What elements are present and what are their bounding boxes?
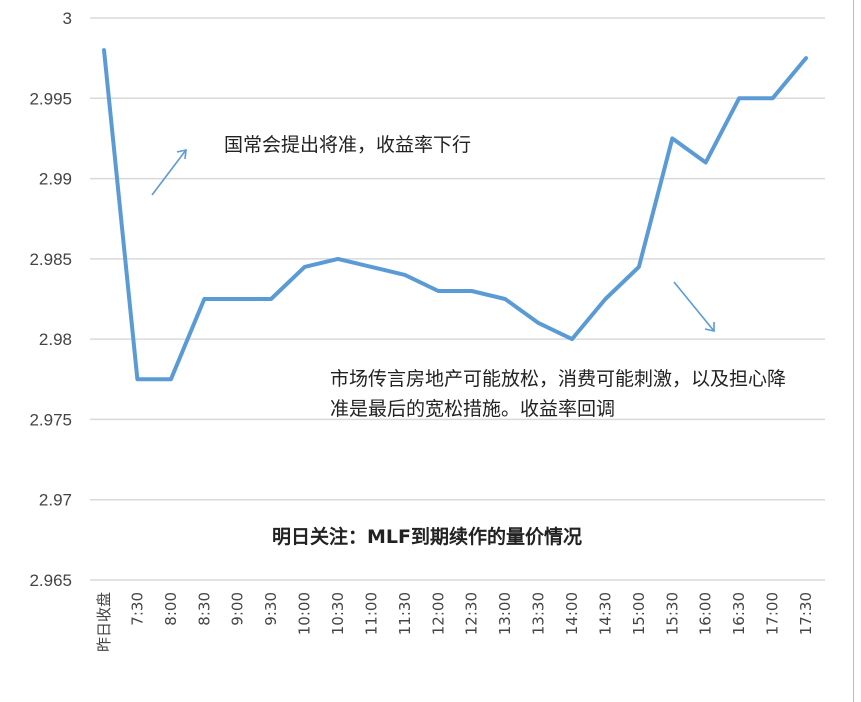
y-tick-label: 2.965	[29, 571, 72, 590]
x-tick-label: 14:30	[596, 592, 614, 635]
y-tick-label: 2.97	[39, 491, 72, 510]
rise-annotation: 国常会提出将准，收益率下行	[224, 134, 472, 156]
x-tick-label: 11:30	[396, 592, 414, 635]
x-tick-label: 10:30	[329, 592, 347, 635]
chart-border	[853, 0, 854, 702]
up-arrow-icon	[151, 149, 187, 196]
x-tick-label: 7:30	[128, 592, 146, 626]
x-tick-label: 昨日收盘	[95, 592, 113, 652]
down-arrow-head	[704, 322, 715, 332]
gridlines	[90, 17, 825, 581]
up-arrow-head	[176, 148, 187, 160]
x-tick-label: 9:00	[229, 592, 247, 626]
x-tick-label: 14:00	[563, 592, 581, 635]
x-tick-label: 13:00	[496, 592, 514, 635]
fall-annotation: 市场传言房地产可能放松，消费可能刺激，以及担心降准是最后的宽松措施。收益率回调	[330, 368, 787, 420]
x-tick-label: 12:30	[463, 592, 481, 635]
y-axis-ticks: 2.965 2.97 2.975 2.98 2.985 2.99 2.995 3	[29, 9, 72, 590]
x-tick-label: 15:30	[663, 592, 681, 635]
x-tick-label: 11:00	[362, 592, 380, 635]
series-line	[102, 48, 808, 382]
x-tick-label: 15:00	[630, 592, 648, 635]
annotation-arrows	[151, 148, 715, 332]
x-tick-label: 8:30	[195, 592, 213, 626]
y-tick-label: 3	[63, 9, 72, 28]
y-tick-label: 2.995	[29, 89, 72, 108]
y-tick-label: 2.985	[29, 250, 72, 269]
x-tick-label: 17:00	[764, 592, 782, 635]
x-tick-label: 17:30	[797, 592, 815, 635]
x-tick-label: 9:30	[262, 592, 280, 626]
x-tick-label: 16:00	[697, 592, 715, 635]
down-arrow-icon	[673, 281, 715, 332]
x-tick-label: 8:00	[162, 592, 180, 626]
footer-annotation: 明日关注：MLF到期续作的量价情况	[272, 526, 582, 548]
y-tick-label: 2.99	[39, 170, 72, 189]
x-tick-label: 16:30	[730, 592, 748, 635]
x-axis-ticks: 昨日收盘 7:30 8:00 8:30 9:00 9:30 10:00 10:30 11:00 1…	[95, 592, 815, 652]
x-tick-label: 12:00	[429, 592, 447, 635]
y-tick-label: 2.975	[29, 410, 72, 429]
x-tick-label: 13:30	[530, 592, 548, 635]
x-tick-label: 10:00	[296, 592, 314, 635]
y-tick-label: 2.98	[39, 330, 72, 349]
